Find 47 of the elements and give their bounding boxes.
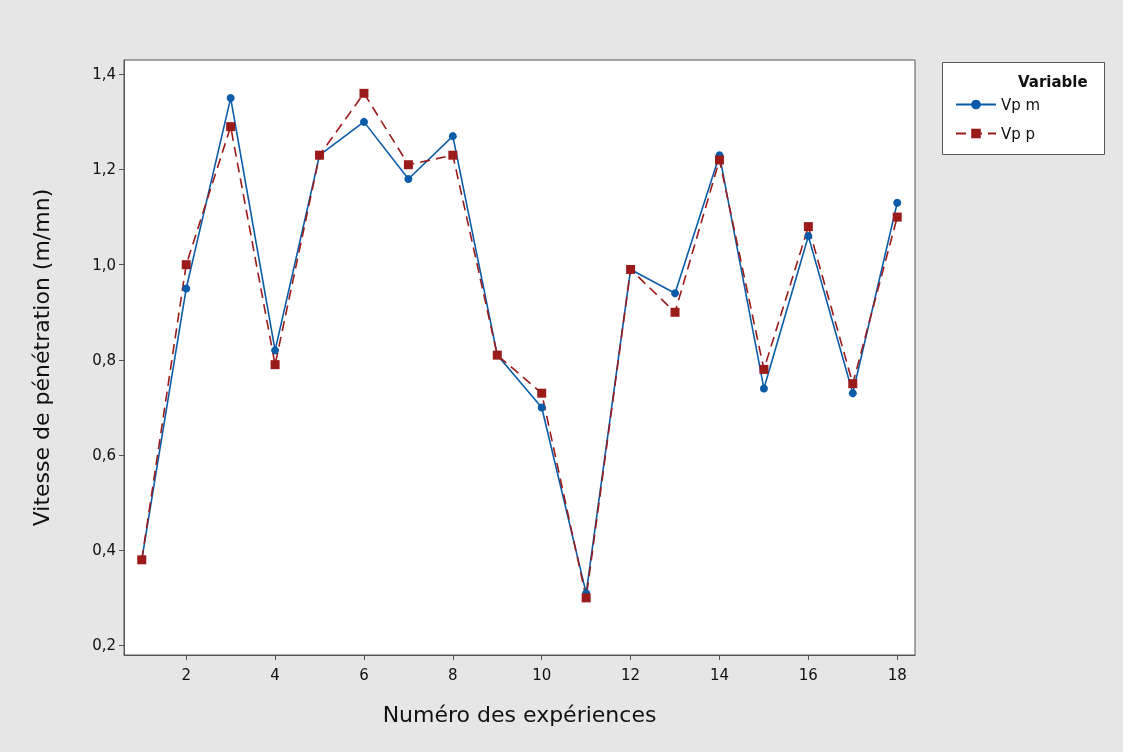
- point: [759, 384, 768, 393]
- point: [671, 289, 680, 298]
- y-tick-label: 1,0: [92, 255, 116, 274]
- point: [714, 155, 724, 165]
- point: [893, 198, 902, 207]
- point: [359, 88, 369, 98]
- point: [404, 175, 413, 183]
- y-tick-label: 1,4: [92, 65, 116, 84]
- point: [226, 94, 235, 103]
- y-tick-label: 0,8: [92, 350, 116, 369]
- y-axis-title: Vitesse de pénétration (m/mn): [28, 188, 54, 527]
- y-tick-label: 0,2: [92, 636, 116, 655]
- point: [759, 364, 769, 374]
- point: [359, 117, 368, 126]
- x-tick-label: 6: [359, 665, 369, 684]
- legend-label: Vp m: [1001, 95, 1041, 114]
- point: [892, 212, 902, 222]
- x-tick-label: 14: [709, 665, 730, 684]
- x-tick-label: 4: [270, 665, 280, 684]
- x-tick-label: 18: [887, 665, 907, 684]
- point: [537, 403, 546, 412]
- x-tick-label: 2: [181, 665, 191, 684]
- y-tick-label: 1,2: [92, 160, 116, 179]
- point: [270, 360, 280, 370]
- point: [848, 379, 858, 389]
- point: [670, 307, 680, 317]
- point: [803, 222, 813, 232]
- point: [537, 388, 547, 398]
- legend-label: Vp p: [1001, 124, 1036, 143]
- x-tick-label: 8: [448, 665, 458, 684]
- y-tick-label: 0,4: [92, 541, 116, 560]
- point: [403, 160, 413, 170]
- point: [182, 284, 191, 293]
- x-tick-label: 16: [798, 665, 818, 684]
- point: [848, 389, 857, 398]
- point: [448, 132, 457, 141]
- x-tick-label: 12: [621, 665, 641, 684]
- point: [804, 232, 813, 241]
- point: [448, 150, 458, 160]
- legend-title: Variable: [1018, 72, 1088, 91]
- x-tick-label: 10: [532, 665, 552, 684]
- point: [226, 122, 236, 132]
- x-axis-title: Numéro des expériences: [382, 701, 657, 727]
- point: [271, 346, 280, 355]
- y-tick-label: 0,6: [92, 446, 116, 465]
- point: [181, 260, 191, 270]
- point: [581, 593, 591, 603]
